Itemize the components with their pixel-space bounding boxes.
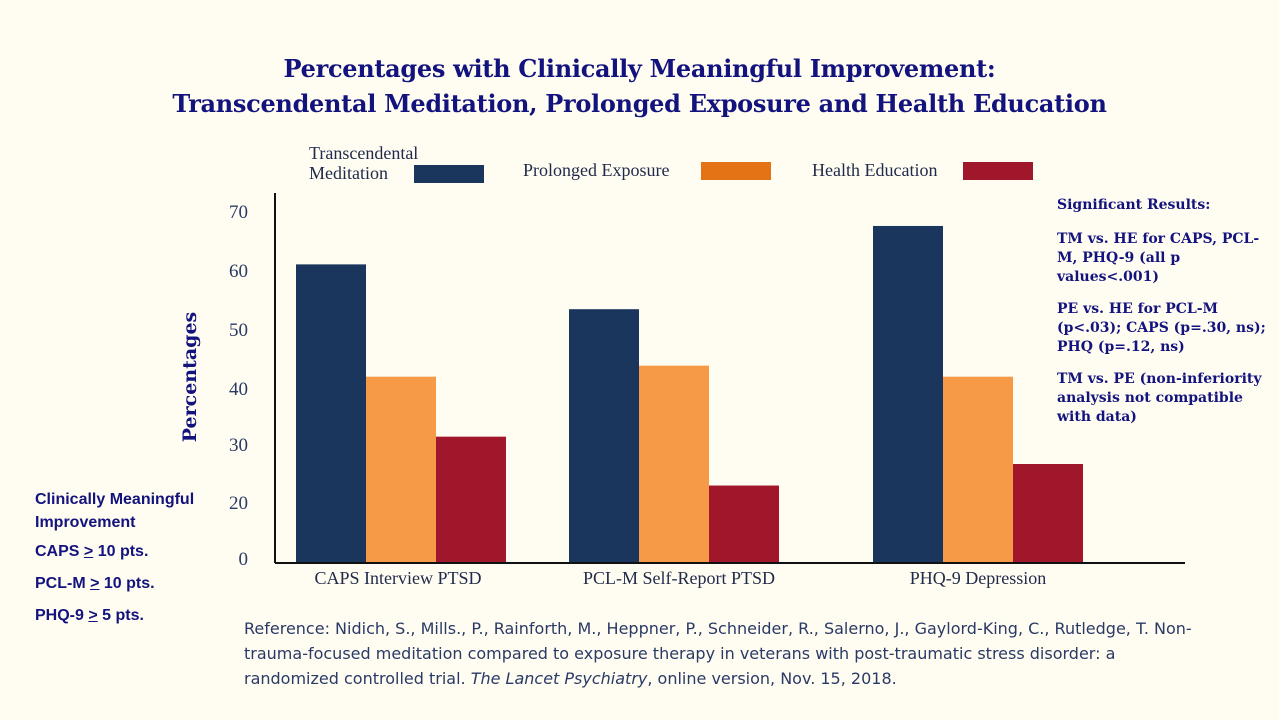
bar-he-2 bbox=[1013, 464, 1083, 563]
y-tick-label: 40 bbox=[229, 379, 248, 400]
definition-phq9: PHQ-9 > 5 pts. bbox=[35, 607, 144, 624]
bar-he-1 bbox=[709, 485, 779, 563]
bar-pe-1 bbox=[639, 365, 709, 563]
y-axis-label: Percentages bbox=[179, 312, 201, 443]
chart-title-line1: Percentages with Clinically Meaningful I… bbox=[283, 54, 996, 83]
reference-text: Reference: Nidich, S., Mills., P., Rainf… bbox=[244, 619, 1192, 688]
legend-label-pe: Prolonged Exposure bbox=[523, 160, 670, 180]
y-tick-label: 70 bbox=[229, 202, 248, 223]
significant-item: TM vs. PE (non-inferiority analysis not … bbox=[1057, 371, 1262, 425]
chart-title-line2: Transcendental Meditation, Prolonged Exp… bbox=[172, 89, 1107, 118]
y-tick-label: 0 bbox=[239, 549, 249, 570]
bar-pe-2 bbox=[943, 376, 1013, 563]
definition-caps: CAPS > 10 pts. bbox=[35, 543, 149, 560]
bar-tm-2 bbox=[873, 225, 943, 563]
legend-label-he: Health Education bbox=[812, 160, 938, 180]
legend-label-tm: Transcendental Meditation bbox=[309, 143, 419, 183]
significant-item: PE vs. HE for PCL-M (p<.03); CAPS (p=.30… bbox=[1057, 301, 1266, 355]
legend-swatch-he bbox=[963, 162, 1033, 180]
y-tick-label: 20 bbox=[229, 493, 248, 514]
bar-tm-1 bbox=[569, 309, 639, 563]
significant-results: Significant Results: TM vs. HE for CAPS,… bbox=[1057, 196, 1272, 440]
legend-swatch-pe bbox=[701, 162, 771, 180]
y-tick-label: 50 bbox=[229, 320, 248, 341]
bar-he-0 bbox=[436, 436, 506, 563]
bar-tm-0 bbox=[296, 264, 366, 563]
definition-pclm: PCL-M > 10 pts. bbox=[35, 575, 155, 592]
x-category-label: PCL-M Self-Report PTSD bbox=[583, 568, 775, 588]
x-category-label: PHQ-9 Depression bbox=[910, 568, 1047, 588]
y-tick-label: 60 bbox=[229, 261, 248, 282]
bar-pe-0 bbox=[366, 376, 436, 563]
definition-heading: Clinically Meaningful Improvement bbox=[35, 491, 195, 531]
y-tick-label: 30 bbox=[229, 435, 248, 456]
x-category-label: CAPS Interview PTSD bbox=[314, 568, 481, 588]
legend-swatch-tm bbox=[414, 165, 484, 183]
significant-heading: Significant Results: bbox=[1057, 197, 1211, 213]
significant-item: TM vs. HE for CAPS, PCL-M, PHQ-9 (all p … bbox=[1057, 231, 1260, 285]
